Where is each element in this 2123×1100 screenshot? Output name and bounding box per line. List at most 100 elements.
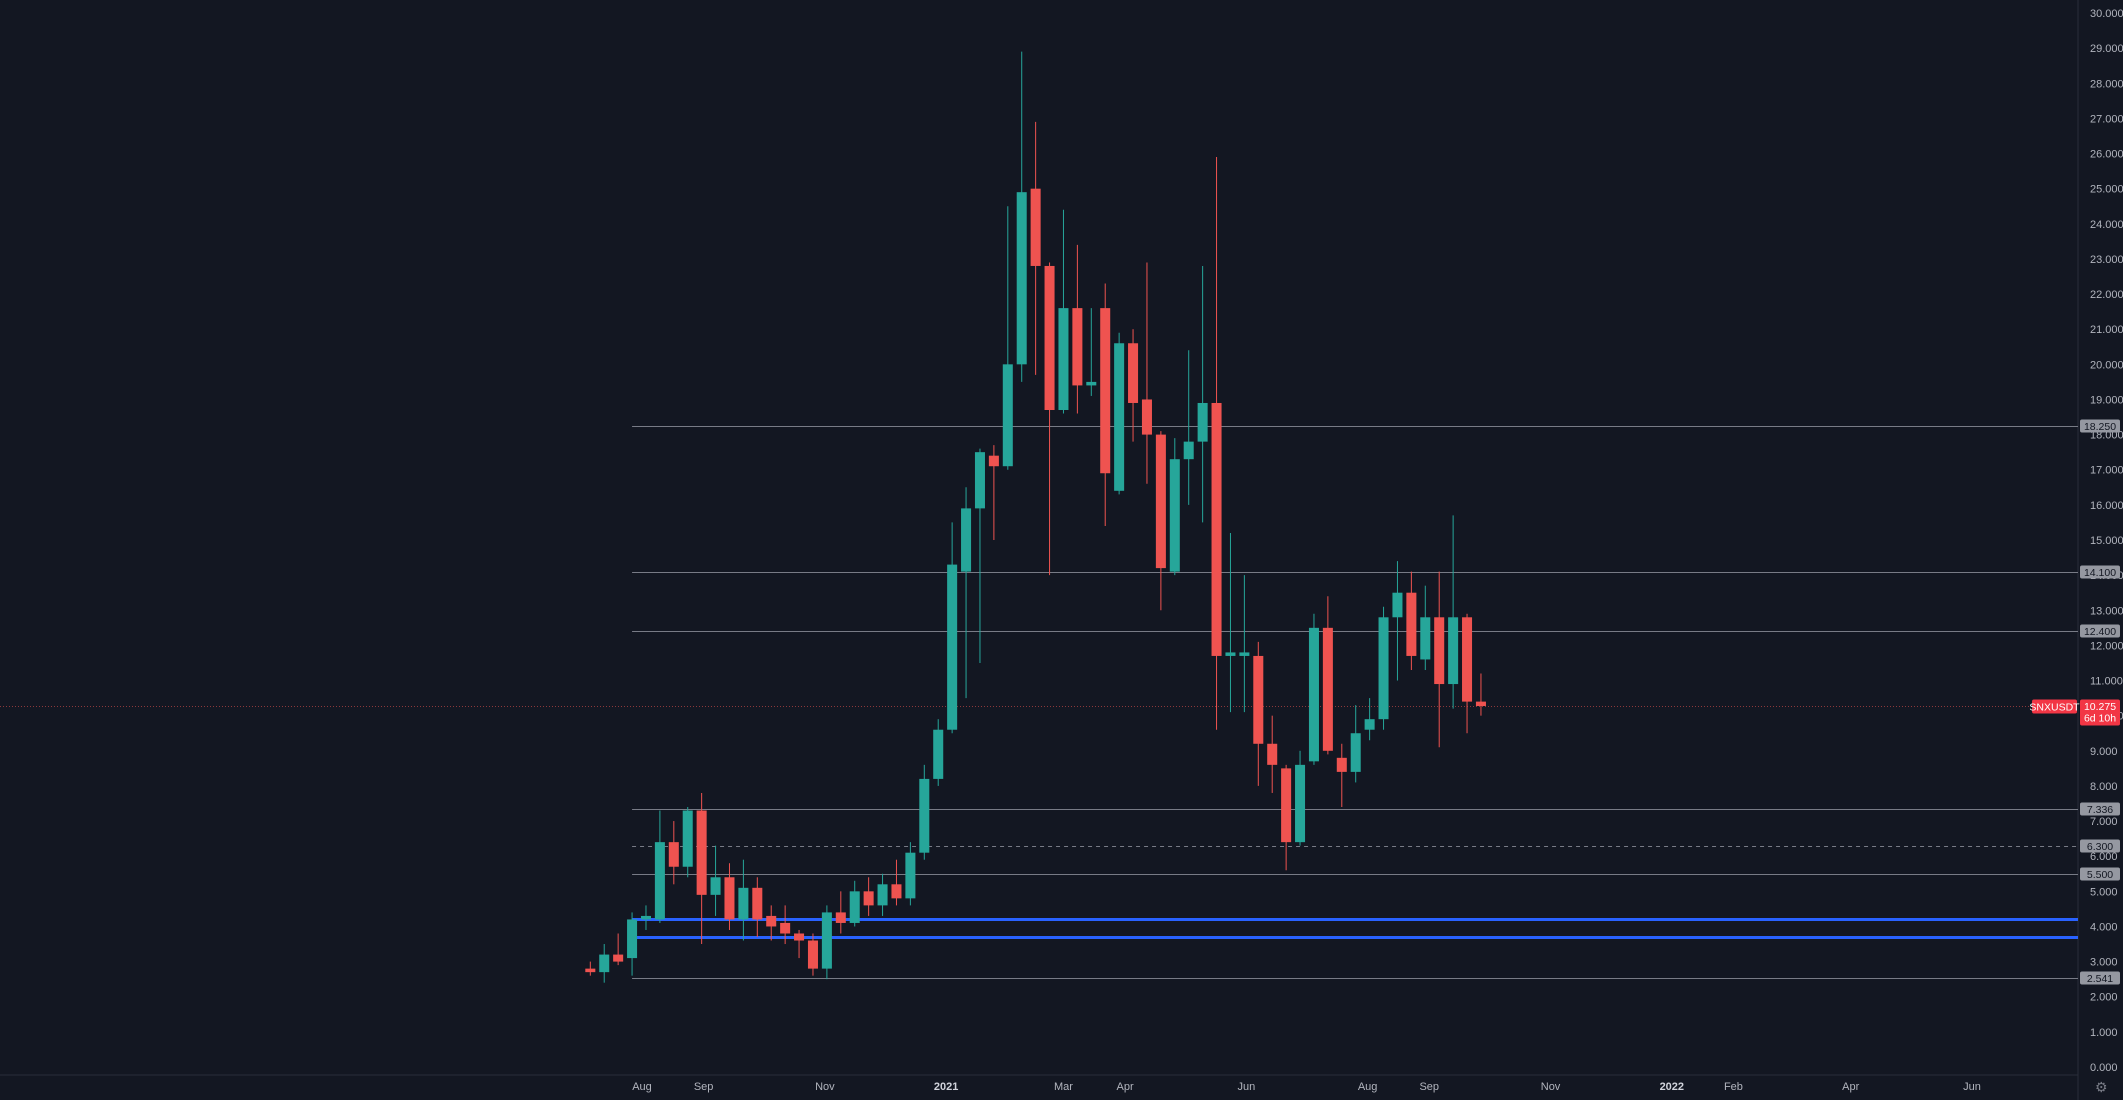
- candle-down: [696, 792, 707, 945]
- candle-body: [863, 891, 874, 906]
- price-tick-label: 28.000: [2090, 78, 2123, 90]
- candle-down: [1155, 431, 1166, 611]
- time-tick-label: 2021: [934, 1081, 958, 1093]
- candle-down: [585, 961, 596, 976]
- level-price-tag: [2080, 971, 2120, 985]
- candle-down: [1100, 283, 1111, 526]
- level-price-label: 6.300: [2087, 841, 2113, 853]
- price-tick-label: 12.000: [2090, 640, 2123, 652]
- candle-body: [1225, 652, 1236, 656]
- time-axis: Aug Sep Nov 2021 Mar Apr Jun Aug Sep Nov 2022 Feb Ap…: [632, 1081, 1981, 1093]
- level-price-tag: [2080, 802, 2120, 816]
- price-tick-label: 22.000: [2090, 289, 2123, 301]
- candle-up: [738, 859, 749, 941]
- candle-body: [835, 912, 846, 923]
- candle-body: [1239, 652, 1250, 656]
- candle-body: [1378, 617, 1389, 720]
- candle-up: [1392, 561, 1403, 681]
- time-tick-label: Apr: [1117, 1081, 1134, 1093]
- candle-body: [1211, 402, 1222, 656]
- candle-down: [1406, 571, 1417, 670]
- candle-down: [1253, 641, 1264, 786]
- price-tick-label: 8.000: [2090, 781, 2118, 793]
- candle-down: [1267, 715, 1278, 793]
- time-tick-label: Sep: [694, 1081, 714, 1093]
- candle-body: [807, 940, 818, 969]
- candle-body: [1016, 192, 1027, 365]
- candle-body: [1448, 617, 1459, 685]
- price-tick-label: 25.000: [2090, 184, 2123, 196]
- candle-body: [1072, 308, 1083, 386]
- candle-up: [1002, 206, 1013, 470]
- candle-down: [1211, 157, 1222, 730]
- price-tick-label: 2.000: [2090, 992, 2118, 1004]
- candle-body: [1100, 308, 1111, 474]
- candle-body: [1322, 627, 1333, 751]
- candle-down: [752, 877, 763, 938]
- price-tick-label: 3.000: [2090, 957, 2118, 969]
- current-price-label: 10.275: [2084, 701, 2116, 713]
- time-tick-label: Nov: [815, 1081, 835, 1093]
- candle-body: [654, 842, 665, 920]
- candle-body: [1197, 402, 1208, 442]
- candle-body: [1295, 764, 1306, 843]
- price-tick-label: 6.000: [2090, 851, 2118, 863]
- price-tick-label: 16.000: [2090, 500, 2123, 512]
- price-tick-label: 21.000: [2090, 324, 2123, 336]
- candle-down: [724, 863, 735, 930]
- candle-up: [1350, 705, 1361, 783]
- candle-body: [1308, 627, 1319, 762]
- key-levels: 18.250 14.100 12.400 7.336 6.300 5.500 2.541: [632, 419, 2120, 985]
- candle-body: [1155, 434, 1166, 569]
- candle-body: [961, 508, 972, 572]
- candle-up: [640, 905, 651, 930]
- candle-body: [891, 884, 902, 899]
- candle-body: [1267, 743, 1278, 765]
- level-price-tag: [2080, 867, 2120, 881]
- symbol-label: SNXUSDT: [2029, 702, 2080, 714]
- candle-down: [1322, 596, 1333, 755]
- price-tick-label: 5.000: [2090, 886, 2118, 898]
- candle-up: [654, 810, 665, 923]
- candle-up: [599, 944, 610, 983]
- time-tick-label: Aug: [1358, 1081, 1378, 1093]
- candle-down: [1462, 613, 1473, 734]
- candle-up: [877, 873, 888, 916]
- candle-down: [863, 877, 874, 916]
- candle-up: [1183, 350, 1194, 505]
- level-price-tag: [2080, 624, 2120, 638]
- candles: [585, 51, 1486, 983]
- candle-body: [988, 455, 999, 467]
- candle-down: [1434, 571, 1445, 748]
- candle-body: [1128, 343, 1139, 403]
- candle-body: [905, 852, 916, 899]
- candle-body: [849, 891, 860, 923]
- candle-body: [724, 877, 735, 920]
- candle-up: [905, 842, 916, 906]
- price-tick-label: 13.000: [2090, 605, 2123, 617]
- candle-up: [1364, 698, 1375, 741]
- price-axis: 0.000 1.000 2.000 3.000 4.000 5.000 6.000 7.000…: [2090, 8, 2123, 1074]
- price-tick-label: 17.000: [2090, 465, 2123, 477]
- candle-body: [1392, 592, 1403, 618]
- time-tick-label: Feb: [1724, 1081, 1743, 1093]
- candle-body: [1183, 441, 1194, 460]
- candle-down: [1336, 743, 1347, 808]
- level-price-label: 18.250: [2084, 421, 2116, 433]
- current-price-tag: [2080, 699, 2120, 726]
- candle-body: [1058, 308, 1069, 411]
- candle-up: [933, 719, 944, 786]
- candle-body: [1030, 188, 1041, 266]
- gear-icon[interactable]: ⚙: [2095, 1079, 2108, 1095]
- candle-body: [668, 842, 679, 867]
- time-tick-label: 2022: [1660, 1081, 1684, 1093]
- candle-body: [1002, 364, 1013, 467]
- candle-down: [891, 859, 902, 906]
- candle-body: [821, 912, 832, 969]
- level-price-tag: [2080, 839, 2120, 853]
- candle-body: [710, 877, 721, 895]
- candle-down: [1044, 262, 1055, 576]
